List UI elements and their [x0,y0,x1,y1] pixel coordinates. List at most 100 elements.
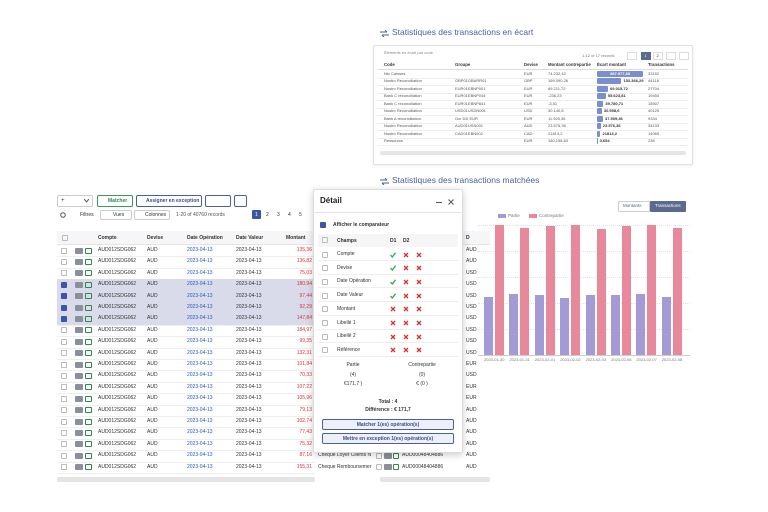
row-icon[interactable] [75,464,83,471]
row-icon[interactable] [85,258,92,265]
row-icon[interactable] [85,361,92,368]
page-number[interactable]: 1 [255,211,258,218]
button-label[interactable]: Matcher [108,197,128,204]
columns-button[interactable]: Colonnes [145,212,167,218]
page-arrow[interactable] [679,52,689,60]
checkbox[interactable] [61,452,67,459]
checkbox[interactable] [61,429,67,436]
row-icon[interactable] [393,464,399,471]
row-icon[interactable] [85,372,92,379]
row-icon[interactable] [85,338,92,345]
checkbox[interactable] [61,384,67,391]
row-icon[interactable] [75,304,83,311]
row-icon[interactable] [85,452,92,459]
checkbox[interactable] [61,372,67,379]
views-button[interactable]: Vues [113,212,125,218]
checkbox-checked[interactable] [61,281,67,288]
row-icon[interactable] [75,407,83,414]
compare-label[interactable]: Afficher le comparateur [333,221,390,228]
row-icon[interactable] [393,452,399,459]
action-label[interactable]: Matcher 1(es) opération(s) [356,421,420,428]
row-icon[interactable] [85,464,92,471]
edit-button[interactable] [234,195,247,207]
row-icon[interactable] [75,395,83,402]
row-icon[interactable] [75,338,83,345]
toggle-label[interactable]: Montants [623,203,642,208]
page-number[interactable]: 1 [644,53,647,58]
page-number[interactable]: 2 [656,53,659,58]
row-icon[interactable] [75,452,83,459]
toggle-label[interactable]: Transactions [655,203,681,208]
row-icon[interactable] [85,247,92,254]
row-icon[interactable] [85,395,92,402]
row-icon[interactable] [85,418,92,425]
checkbox[interactable] [61,338,67,345]
checkbox[interactable] [61,327,67,334]
row-icon[interactable] [75,315,83,322]
row-icon[interactable] [75,281,83,288]
dropdown-label[interactable]: + [61,198,65,204]
views-box[interactable] [100,210,132,220]
checkbox[interactable] [61,350,67,357]
page-number[interactable]: 3 [277,211,280,218]
action-button[interactable] [322,433,454,444]
checkbox[interactable] [322,320,328,326]
checkbox[interactable] [62,235,68,241]
button-label[interactable]: Assigner en exception [146,197,200,204]
filters-button[interactable]: Filtres [80,212,94,218]
checkbox[interactable] [322,347,328,354]
matcher-button[interactable] [97,195,133,207]
checkbox[interactable] [61,441,67,448]
page-button[interactable] [653,52,663,60]
row-icon[interactable] [85,315,92,322]
row-icon[interactable] [85,327,92,334]
action-button[interactable] [322,419,454,430]
page-button[interactable] [252,210,261,219]
row-icon[interactable] [85,270,92,277]
row-icon[interactable] [75,384,83,391]
toggle-button[interactable] [618,201,650,212]
row-icon[interactable] [75,372,83,379]
row-icon[interactable] [75,441,83,448]
assign-button[interactable] [136,195,202,207]
row-icon[interactable] [75,258,83,265]
row-icon[interactable] [75,247,83,254]
checkbox[interactable] [322,333,328,340]
row-icon[interactable] [75,429,83,436]
checkbox-checked[interactable] [320,222,326,228]
page-button[interactable] [641,52,651,60]
page-number[interactable]: 2 [266,211,269,218]
checkbox[interactable] [322,306,328,313]
row-icon[interactable] [85,384,92,391]
dropdown[interactable] [57,195,93,207]
row-icon[interactable] [75,350,83,357]
row-icon[interactable] [85,441,92,448]
checkbox[interactable] [61,258,67,265]
settings-button[interactable] [205,195,231,207]
row-icon[interactable] [85,293,92,300]
row-icon[interactable] [85,281,92,288]
checkbox[interactable] [61,247,67,254]
row-icon[interactable] [75,361,83,368]
row-icon[interactable] [85,304,92,311]
checkbox[interactable] [61,418,67,425]
row-icon[interactable] [75,293,83,300]
checkbox[interactable] [322,251,328,258]
page-arrow[interactable] [666,52,676,60]
checkbox-checked[interactable] [61,293,67,300]
checkbox[interactable] [322,278,328,285]
checkbox-checked[interactable] [61,304,67,311]
page-arrow[interactable] [627,52,637,60]
row-icon[interactable] [384,452,392,459]
page-number[interactable]: 4 [288,211,291,218]
checkbox[interactable] [61,270,67,277]
checkbox-checked[interactable] [61,315,67,322]
row-icon[interactable] [85,429,92,436]
row-icon[interactable] [75,270,83,277]
checkbox[interactable] [376,464,382,471]
row-icon[interactable] [85,350,92,357]
checkbox[interactable] [61,361,67,368]
columns-box[interactable] [134,210,170,220]
row-icon[interactable] [75,418,83,425]
close-button[interactable] [448,199,454,205]
